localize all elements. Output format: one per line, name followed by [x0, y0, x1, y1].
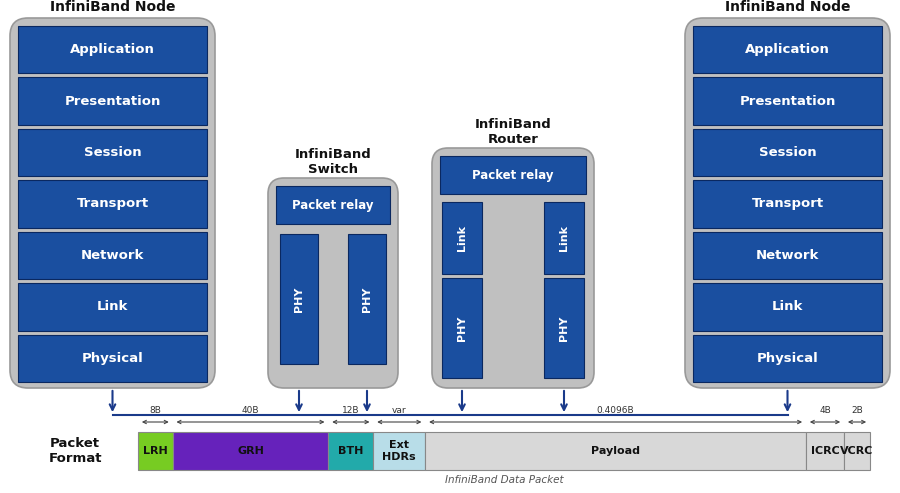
- Bar: [426, 432, 806, 470]
- Text: PHY: PHY: [559, 316, 569, 341]
- Text: Presentation: Presentation: [739, 95, 836, 107]
- Text: Session: Session: [84, 146, 141, 159]
- Text: Packet
Format: Packet Format: [49, 437, 102, 465]
- Bar: [173, 432, 328, 470]
- Bar: [18, 180, 207, 228]
- Text: Physical: Physical: [757, 352, 818, 365]
- Text: Packet relay: Packet relay: [292, 199, 374, 211]
- Text: Application: Application: [70, 43, 155, 56]
- Text: VCRC: VCRC: [841, 446, 874, 456]
- FancyBboxPatch shape: [10, 18, 215, 388]
- Text: ICRC: ICRC: [811, 446, 840, 456]
- Text: Transport: Transport: [76, 198, 148, 211]
- Text: Presentation: Presentation: [64, 95, 161, 107]
- Text: var: var: [392, 406, 407, 415]
- Bar: [348, 234, 386, 364]
- Bar: [138, 432, 173, 470]
- Bar: [693, 335, 882, 382]
- Bar: [693, 232, 882, 279]
- Bar: [18, 232, 207, 279]
- Bar: [328, 432, 374, 470]
- Bar: [693, 283, 882, 331]
- Text: LRH: LRH: [143, 446, 167, 456]
- Bar: [18, 283, 207, 331]
- Bar: [18, 335, 207, 382]
- FancyBboxPatch shape: [268, 178, 398, 388]
- Bar: [442, 202, 482, 274]
- Text: InfiniBand
Router: InfiniBand Router: [474, 118, 552, 146]
- Text: InfiniBand
Switch: InfiniBand Switch: [294, 148, 372, 176]
- Bar: [440, 156, 586, 194]
- Text: Link: Link: [97, 300, 128, 314]
- Text: InfiniBand Data Packet: InfiniBand Data Packet: [445, 475, 563, 485]
- Text: Link: Link: [457, 225, 467, 251]
- Bar: [693, 129, 882, 176]
- Bar: [693, 77, 882, 125]
- Bar: [544, 278, 584, 378]
- Text: Network: Network: [756, 249, 819, 262]
- Text: Packet relay: Packet relay: [472, 169, 554, 181]
- Text: 2B: 2B: [851, 406, 863, 415]
- Text: 0.4096B: 0.4096B: [597, 406, 634, 415]
- Text: PHY: PHY: [294, 286, 304, 312]
- Bar: [844, 432, 870, 470]
- Text: 40B: 40B: [242, 406, 259, 415]
- Bar: [374, 432, 426, 470]
- Text: InfiniBand Node: InfiniBand Node: [724, 0, 850, 14]
- Bar: [693, 180, 882, 228]
- Text: Transport: Transport: [752, 198, 824, 211]
- Text: PHY: PHY: [457, 316, 467, 341]
- Bar: [442, 278, 482, 378]
- FancyBboxPatch shape: [685, 18, 890, 388]
- Text: 8B: 8B: [149, 406, 161, 415]
- Text: Ext
HDRs: Ext HDRs: [382, 440, 416, 462]
- Text: Link: Link: [559, 225, 569, 251]
- Text: 4B: 4B: [819, 406, 831, 415]
- Text: Link: Link: [772, 300, 803, 314]
- Text: Application: Application: [745, 43, 830, 56]
- Text: Physical: Physical: [82, 352, 143, 365]
- Bar: [18, 26, 207, 73]
- Bar: [693, 26, 882, 73]
- Bar: [18, 129, 207, 176]
- Bar: [280, 234, 318, 364]
- Bar: [18, 77, 207, 125]
- Text: InfiniBand Node: InfiniBand Node: [50, 0, 176, 14]
- Text: GRH: GRH: [237, 446, 264, 456]
- Text: PHY: PHY: [362, 286, 372, 312]
- Text: Session: Session: [759, 146, 816, 159]
- Bar: [806, 432, 844, 470]
- Text: BTH: BTH: [338, 446, 364, 456]
- FancyBboxPatch shape: [432, 148, 594, 388]
- Bar: [544, 202, 584, 274]
- Text: Network: Network: [81, 249, 144, 262]
- Text: 12B: 12B: [342, 406, 360, 415]
- Text: Payload: Payload: [591, 446, 640, 456]
- Bar: [276, 186, 390, 224]
